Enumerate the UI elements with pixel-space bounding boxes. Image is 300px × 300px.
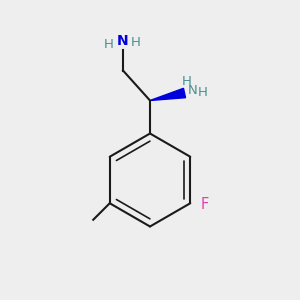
Text: H: H bbox=[104, 38, 113, 51]
Polygon shape bbox=[150, 88, 185, 100]
Text: N: N bbox=[188, 84, 198, 97]
Text: H: H bbox=[198, 85, 208, 99]
Text: N: N bbox=[117, 34, 129, 48]
Text: H: H bbox=[131, 35, 140, 49]
Text: H: H bbox=[182, 75, 191, 88]
Text: F: F bbox=[201, 197, 209, 212]
